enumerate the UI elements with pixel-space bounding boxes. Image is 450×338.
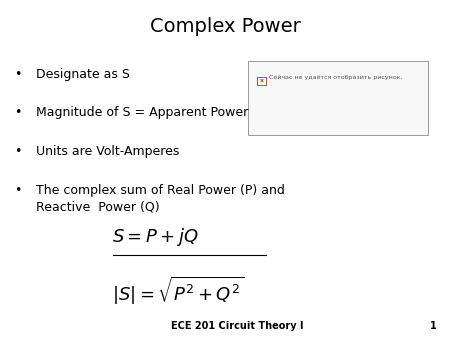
Text: •: •: [14, 106, 22, 119]
Text: $S = P + jQ$: $S = P + jQ$: [112, 225, 199, 248]
Text: The complex sum of Real Power (P) and
Reactive  Power (Q): The complex sum of Real Power (P) and Re…: [36, 184, 285, 213]
Text: Units are Volt-Amperes: Units are Volt-Amperes: [36, 145, 180, 158]
Text: •: •: [14, 145, 22, 158]
Text: ECE 201 Circuit Theory I: ECE 201 Circuit Theory I: [171, 321, 303, 331]
Text: 1: 1: [430, 321, 436, 331]
Bar: [248, 61, 428, 135]
Bar: [256, 77, 266, 84]
Text: •: •: [14, 184, 22, 197]
Text: $|S| = \sqrt{P^2 + Q^2}$: $|S| = \sqrt{P^2 + Q^2}$: [112, 275, 245, 307]
Text: x: x: [260, 78, 263, 83]
Text: Сейчас не удаётся отобразить рисунок.: Сейчас не удаётся отобразить рисунок.: [269, 74, 403, 80]
Text: Designate as S: Designate as S: [36, 68, 130, 80]
Text: Magnitude of S = Apparent Power: Magnitude of S = Apparent Power: [36, 106, 248, 119]
Text: Complex Power: Complex Power: [149, 17, 301, 36]
Text: •: •: [14, 68, 22, 80]
